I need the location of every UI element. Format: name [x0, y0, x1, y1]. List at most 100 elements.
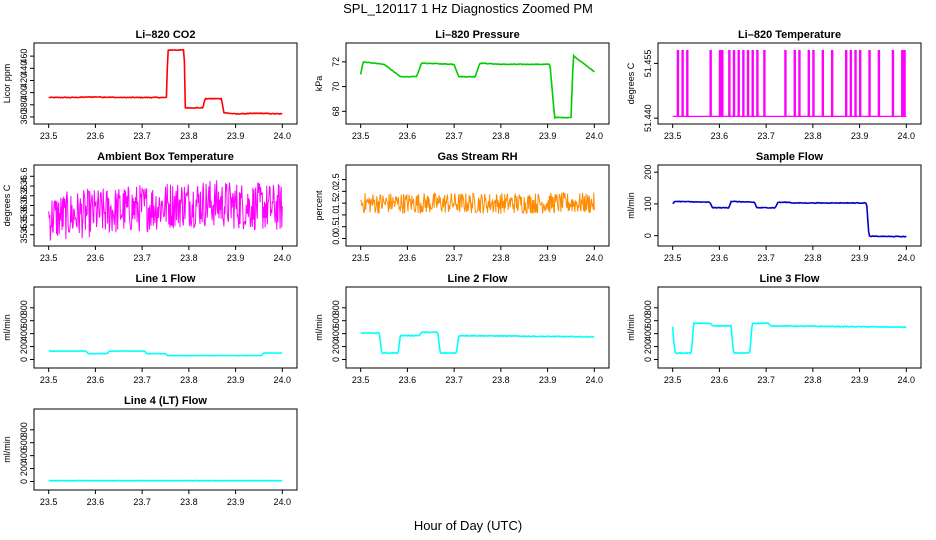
panel-title: Line 1 Flow — [136, 273, 196, 285]
x-tick-label: 23.9 — [227, 375, 245, 385]
x-tick-label: 23.8 — [180, 253, 198, 263]
y-tick-label: 2.5 — [331, 173, 341, 186]
y-axis-label: percent — [314, 190, 324, 221]
y-tick-label: 0 — [643, 357, 653, 362]
x-tick-label: 23.8 — [804, 253, 822, 263]
x-tick-label: 23.5 — [664, 253, 682, 263]
x-tick-label: 23.7 — [445, 253, 463, 263]
x-tick-label: 23.8 — [804, 375, 822, 385]
panel-co2: Li–820 CO2 Licor ppm 23.5 23.6 23.7 23.8 23.9 2… — [2, 29, 298, 141]
panel-licor-temp: Li–820 Temperature degrees C 23.5 23.6 23.7 2… — [626, 29, 922, 141]
x-tick-label: 23.8 — [492, 131, 510, 141]
y-tick-label: 51.440 — [643, 104, 653, 132]
y-tick-label: 36.0 — [19, 197, 29, 215]
panel-title: Line 2 Flow — [448, 273, 508, 285]
x-tick-label: 23.7 — [757, 375, 775, 385]
panel-sample-flow: Sample Flow ml/min 23.5 23.6 23.7 23.8 23.9 24.… — [626, 151, 922, 263]
y-tick-label: 200 — [19, 339, 29, 354]
plot-frame — [33, 286, 298, 369]
y-tick-label: 400 — [19, 326, 29, 341]
x-tick-label: 24.0 — [274, 497, 292, 507]
y-tick-label: 360 — [19, 109, 29, 124]
y-tick-label: 0 — [19, 357, 29, 362]
panel-title: Line 4 (LT) Flow — [124, 395, 207, 407]
x-tick-label: 23.5 — [40, 253, 58, 263]
plot-frame — [33, 408, 298, 491]
x-tick-label: 23.6 — [87, 497, 105, 507]
x-tick-label: 23.8 — [180, 375, 198, 385]
panel-line2-flow: Line 2 Flow ml/min 23.5 23.6 23.7 23.8 23.9 24.… — [314, 273, 610, 385]
panel-title: Li–820 CO2 — [136, 29, 196, 41]
x-tick-label: 23.7 — [133, 131, 151, 141]
x-tick-label: 23.6 — [711, 375, 729, 385]
y-tick-label: 600 — [643, 313, 653, 328]
y-tick-label: 35.6 — [19, 216, 29, 234]
x-tick-label: 23.9 — [851, 253, 869, 263]
series-line — [672, 200, 907, 238]
y-tick-label: 600 — [19, 313, 29, 328]
y-tick-label: 800 — [331, 300, 341, 315]
y-tick-label: 2.0 — [331, 185, 341, 198]
x-tick-label: 23.9 — [851, 375, 869, 385]
panel-line1-flow: Line 1 Flow ml/min 23.5 23.6 23.7 23.8 23.9 24.… — [2, 273, 298, 385]
series-line — [360, 331, 595, 355]
y-tick-label: 70 — [331, 82, 341, 92]
y-tick-label: 0.5 — [331, 220, 341, 233]
x-tick-label: 23.7 — [445, 131, 463, 141]
x-tick-label: 24.0 — [898, 375, 916, 385]
series-line — [359, 53, 595, 120]
x-tick-label: 23.7 — [133, 497, 151, 507]
y-tick-label: 200 — [643, 165, 653, 180]
x-tick-label: 23.5 — [352, 253, 370, 263]
series-line — [360, 191, 595, 215]
x-tick-label: 23.5 — [664, 131, 682, 141]
y-tick-label: 400 — [19, 85, 29, 100]
plot-frame — [33, 42, 298, 125]
panel-title: Ambient Box Temperature — [97, 151, 234, 163]
x-tick-label: 23.8 — [492, 253, 510, 263]
x-tick-label: 23.6 — [87, 253, 105, 263]
x-tick-label: 24.0 — [274, 131, 292, 141]
y-tick-label: 0 — [331, 357, 341, 362]
panel-title: Sample Flow — [756, 151, 824, 163]
y-tick-label: 420 — [19, 73, 29, 88]
x-tick-label: 24.0 — [586, 375, 604, 385]
x-tick-label: 23.8 — [492, 375, 510, 385]
y-tick-label: 36.2 — [19, 187, 29, 205]
y-tick-label: 200 — [643, 339, 653, 354]
figure-title: SPL_120117 1 Hz Diagnostics Zoomed PM — [343, 1, 593, 16]
x-tick-label: 23.7 — [445, 375, 463, 385]
x-tick-label: 24.0 — [586, 253, 604, 263]
series-line — [671, 321, 907, 355]
y-tick-label: 380 — [19, 97, 29, 112]
y-tick-label: 72 — [331, 57, 341, 67]
series-line — [672, 50, 907, 117]
x-tick-label: 23.9 — [227, 253, 245, 263]
x-tick-label: 23.7 — [133, 253, 151, 263]
y-tick-label: 400 — [19, 448, 29, 463]
plot-frame — [345, 286, 610, 369]
y-tick-label: 200 — [19, 461, 29, 476]
y-tick-label: 400 — [643, 326, 653, 341]
x-tick-label: 23.6 — [399, 375, 417, 385]
x-tick-label: 24.0 — [898, 253, 916, 263]
x-tick-label: 23.9 — [227, 497, 245, 507]
panel-title: Li–820 Pressure — [435, 29, 519, 41]
y-axis-label: degrees C — [626, 62, 636, 104]
plot-frame — [345, 42, 610, 125]
y-tick-label: 800 — [19, 422, 29, 437]
series-line — [48, 180, 283, 241]
x-tick-label: 23.5 — [40, 497, 58, 507]
y-tick-label: 0 — [19, 479, 29, 484]
x-tick-label: 23.6 — [399, 131, 417, 141]
plot-frame — [657, 164, 922, 247]
plot-frame — [657, 286, 922, 369]
x-tick-label: 23.6 — [711, 131, 729, 141]
y-axis-label: kPa — [314, 76, 324, 92]
x-tick-label: 23.7 — [757, 131, 775, 141]
y-tick-label: 0 — [643, 233, 653, 238]
y-tick-label: 200 — [331, 339, 341, 354]
y-axis-label: ml/min — [314, 314, 324, 341]
panel-title: Line 3 Flow — [760, 273, 820, 285]
